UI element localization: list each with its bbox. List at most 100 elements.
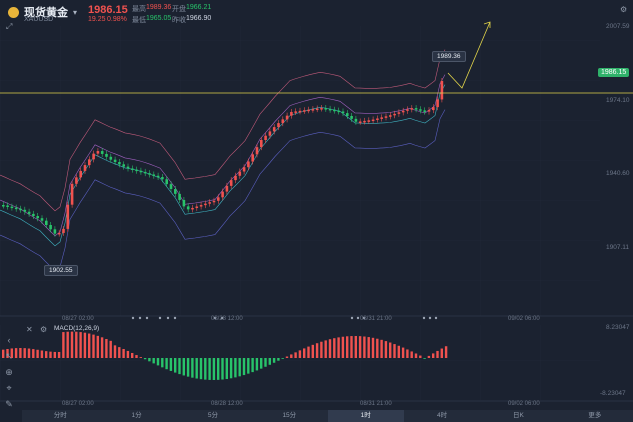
pen-icon[interactable]: ✎ <box>5 399 13 409</box>
candle <box>92 153 95 160</box>
macd-bar <box>294 352 297 358</box>
macd-bar <box>208 358 211 380</box>
macd-bar <box>371 337 375 358</box>
period-tab[interactable]: 4时 <box>437 412 448 419</box>
candle <box>229 180 233 186</box>
macd-bar <box>53 351 56 358</box>
candle <box>333 109 336 112</box>
macd-bar <box>131 352 134 358</box>
candle <box>255 147 259 155</box>
candle <box>10 206 14 209</box>
macd-bar <box>27 348 31 358</box>
macd-bar <box>152 358 155 364</box>
macd-bar <box>406 349 409 358</box>
period-tab[interactable]: 15分 <box>282 412 297 419</box>
band-line <box>0 84 446 247</box>
macd-bar <box>113 345 117 358</box>
prev-close-label: 昨收 <box>172 17 186 24</box>
settings-icon[interactable]: ⚙ <box>40 325 48 334</box>
macd-bar <box>432 353 435 358</box>
period-tab[interactable]: 分时 <box>53 412 67 419</box>
period-tab-active[interactable]: 1时 <box>327 410 404 422</box>
macd-bar <box>384 341 388 358</box>
period-tab[interactable]: 更多 <box>588 412 602 419</box>
candle <box>199 205 203 207</box>
current-price-tag: 1986.15 <box>598 68 630 77</box>
drawing-toolbar: ‹ ↖ ⊕ ⌖ ✎ <box>0 330 18 414</box>
high-label: 最高 <box>132 6 146 13</box>
macd-bar <box>156 358 160 366</box>
macd-bar <box>315 343 319 358</box>
macd-bar <box>350 336 353 358</box>
candle <box>57 232 61 235</box>
measure-icon[interactable]: ⌖ <box>6 383 12 393</box>
candle <box>100 151 104 154</box>
candle <box>53 229 57 234</box>
macd-bar <box>66 331 69 358</box>
low-label: 最低 <box>132 17 146 24</box>
cursor-icon[interactable]: ↖ <box>5 351 13 361</box>
macd-bar <box>225 358 228 380</box>
expand-icon[interactable]: ⤢ <box>6 22 13 31</box>
candle <box>324 108 328 110</box>
candle <box>109 156 113 160</box>
candle <box>406 109 409 111</box>
macd-bar <box>139 357 142 358</box>
candle <box>191 207 194 210</box>
trend-arrow[interactable] <box>447 21 491 89</box>
candle <box>350 116 353 119</box>
macd-bar <box>14 348 18 358</box>
macd-bar <box>341 336 345 358</box>
instrument-selector[interactable]: 现货黄金 ▾ <box>8 4 77 20</box>
macd-bar <box>427 355 431 358</box>
macd-bar <box>105 338 108 358</box>
candle <box>152 174 156 176</box>
candle <box>165 179 168 185</box>
candle <box>419 109 422 111</box>
macd-tick: -8.23047 <box>600 390 626 397</box>
macd-bar <box>247 358 250 374</box>
macd-bar <box>62 332 65 358</box>
settings-icon[interactable]: ⚙ <box>620 5 628 14</box>
macd-bar <box>376 338 379 358</box>
macd-bar <box>367 337 370 358</box>
period-tab[interactable]: 5分 <box>207 412 218 419</box>
candle <box>195 206 199 208</box>
macd-bar <box>135 355 138 358</box>
macd-bar <box>118 347 121 358</box>
candle <box>281 119 285 124</box>
chevron-down-icon[interactable]: ▾ <box>73 7 78 17</box>
zoom-icon[interactable]: ⊕ <box>5 367 13 377</box>
macd-bar <box>397 345 400 358</box>
macd-bar <box>410 351 413 358</box>
candle <box>410 108 414 110</box>
candle <box>40 218 44 221</box>
open-label: 开盘 <box>172 6 186 13</box>
macd-bar <box>238 358 241 377</box>
candlestick-chart[interactable] <box>0 0 633 410</box>
period-tab[interactable]: 日K <box>513 412 524 419</box>
macd-bar <box>100 337 104 358</box>
candle <box>401 110 405 113</box>
current-price: 1986.15 <box>88 4 128 16</box>
candle <box>19 208 22 211</box>
candle <box>6 205 9 207</box>
candle <box>238 171 242 176</box>
macd-bar <box>264 358 267 367</box>
time-tick: 08/31 21:00 <box>360 401 392 407</box>
price-tick: 1974.10 <box>606 97 630 104</box>
time-tick: 08/31 21:00 <box>360 316 392 322</box>
chevron-left-icon[interactable]: ‹ <box>7 335 11 345</box>
period-tab[interactable]: 1分 <box>131 412 142 419</box>
macd-bar <box>255 358 259 371</box>
candle <box>311 109 315 111</box>
close-icon[interactable]: ✕ <box>26 325 33 334</box>
high-value: 1989.36 <box>146 4 172 11</box>
candle <box>2 205 5 207</box>
macd-bar <box>346 336 349 358</box>
candle <box>70 183 74 205</box>
macd-bar <box>6 348 9 358</box>
candle <box>169 184 173 189</box>
price-change: 19.25 <box>88 16 106 23</box>
candle <box>268 131 272 136</box>
